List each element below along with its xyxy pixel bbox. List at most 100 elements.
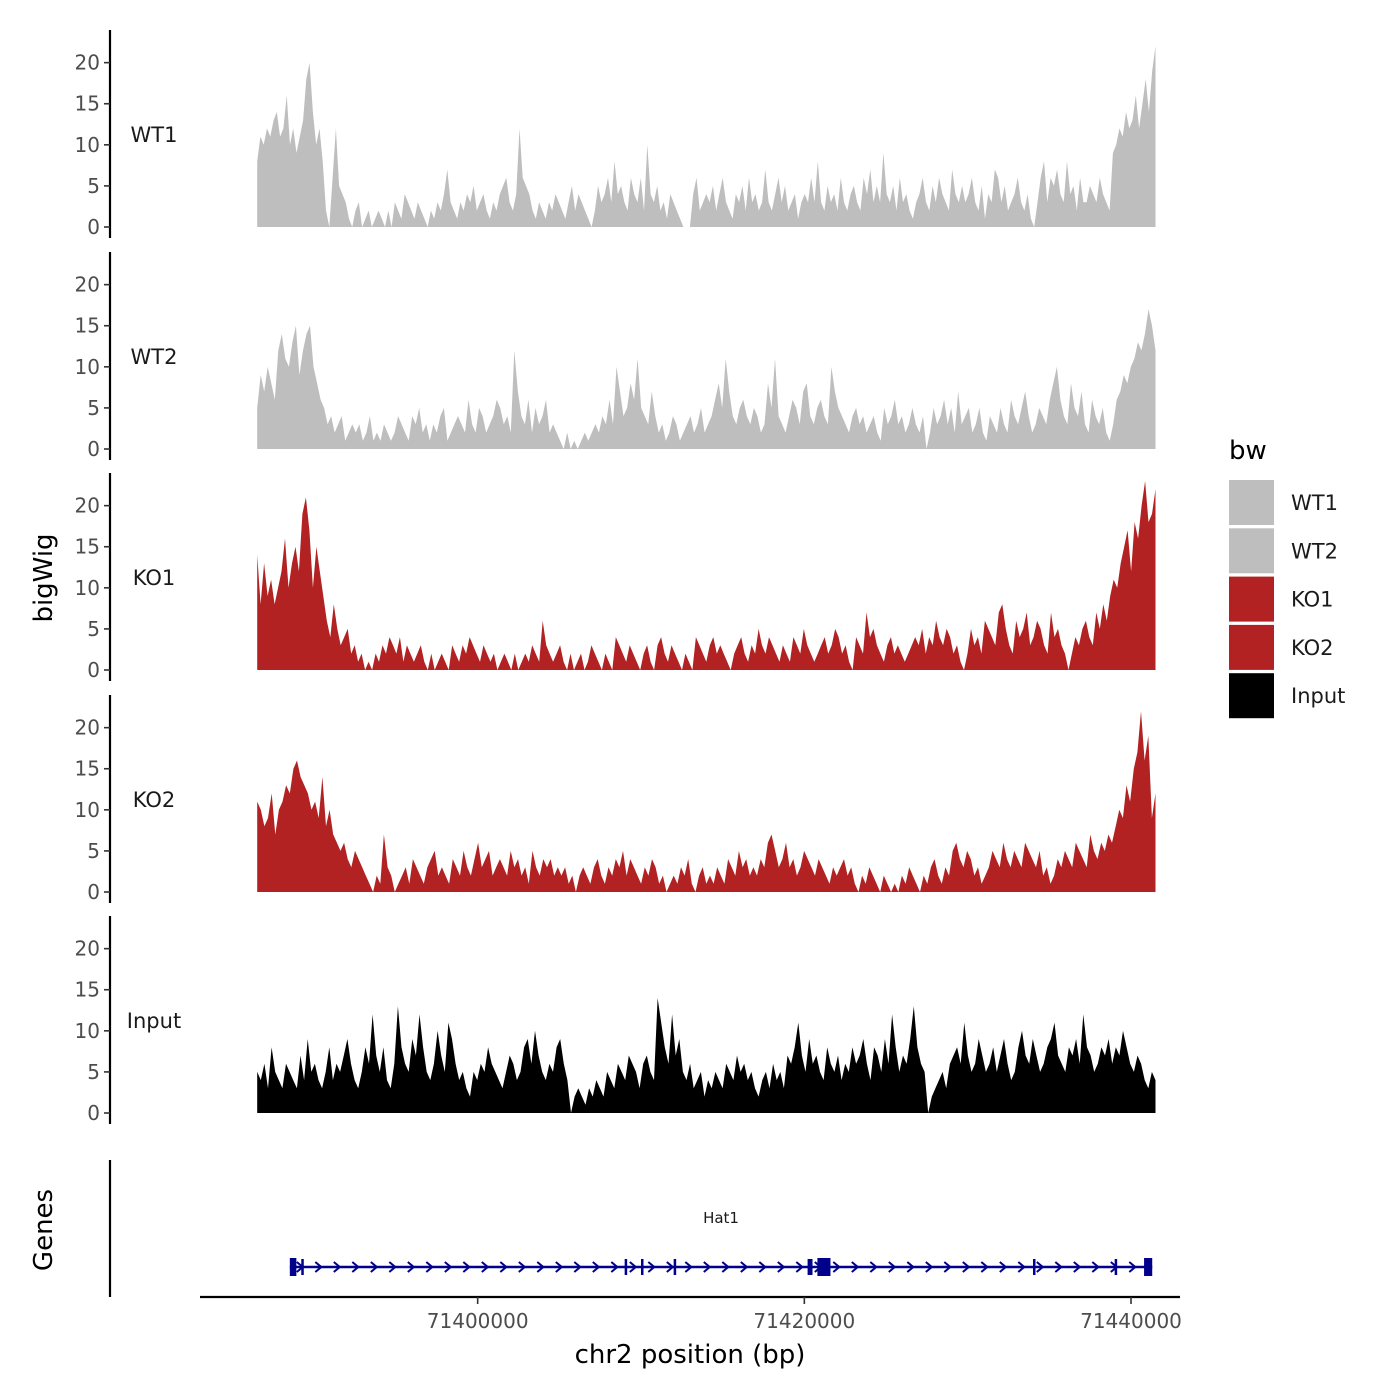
- legend-swatch: [1229, 528, 1274, 574]
- y-tick-label: 20: [75, 51, 100, 75]
- y-tick-label: 0: [87, 1101, 100, 1125]
- strand-arrow: [777, 1261, 786, 1273]
- x-axis-title: chr2 position (bp): [575, 1340, 806, 1370]
- strand-arrow: [999, 1261, 1008, 1273]
- strand-arrow: [1036, 1261, 1045, 1273]
- legend-item-KO2: KO2: [1229, 624, 1334, 670]
- x-tick-label: 71420000: [753, 1309, 855, 1333]
- y-tick-label: 10: [75, 133, 100, 157]
- area-KO2: [257, 711, 1156, 892]
- y-tick-label: 20: [75, 937, 100, 961]
- strand-arrow: [832, 1261, 841, 1273]
- y-tick-label: 0: [87, 437, 100, 461]
- y-tick-label: 10: [75, 1019, 100, 1043]
- gene-label: Hat1: [703, 1209, 739, 1227]
- exon: [1033, 1259, 1036, 1275]
- y-tick-label: 0: [87, 215, 100, 239]
- legend-item-WT1: WT1: [1229, 480, 1338, 525]
- strand-arrow: [481, 1261, 490, 1273]
- strand-arrow: [962, 1261, 971, 1273]
- area-KO1: [257, 481, 1156, 670]
- y-tick-label: 0: [87, 658, 100, 682]
- strand-arrow: [740, 1261, 749, 1273]
- exon: [301, 1259, 304, 1275]
- strand-arrow: [407, 1261, 416, 1273]
- y-axis-title: bigWig: [29, 533, 59, 622]
- y-tick-label: 15: [75, 978, 100, 1002]
- legend-item-WT2: WT2: [1229, 528, 1338, 574]
- strand-arrow: [1017, 1261, 1026, 1273]
- y-tick-label: 20: [75, 716, 100, 740]
- y-tick-label: 5: [87, 1060, 100, 1084]
- exon: [289, 1258, 297, 1276]
- legend-label: WT2: [1291, 539, 1338, 563]
- genes-panel: Hat1: [108, 1160, 1153, 1297]
- strand-arrow: [1128, 1261, 1137, 1273]
- gene-Hat1: Hat1: [289, 1209, 1153, 1276]
- strand-arrow: [758, 1261, 767, 1273]
- strand-arrow: [1054, 1261, 1063, 1273]
- strand-arrow: [795, 1261, 804, 1273]
- area-Input: [257, 998, 1156, 1113]
- strand-arrow: [721, 1261, 730, 1273]
- y-tick-label: 5: [87, 174, 100, 198]
- track-KO1: 0 5 10 15 20 KO1: [75, 473, 1156, 682]
- strand-arrow: [943, 1261, 952, 1273]
- legend-swatch: [1229, 624, 1274, 670]
- strand-arrow: [555, 1261, 564, 1273]
- area-WT2: [257, 309, 1156, 449]
- strand-arrow: [444, 1261, 453, 1273]
- y-tick-label: 10: [75, 355, 100, 379]
- track-Input: 0 5 10 15 20 Input: [75, 916, 1156, 1125]
- track-label: WT2: [131, 345, 178, 369]
- strand-arrow: [888, 1261, 897, 1273]
- y-tick-label: 15: [75, 314, 100, 338]
- exon: [807, 1259, 813, 1275]
- track-KO2: 0 5 10 15 20 KO2: [75, 695, 1156, 904]
- legend: bw WT1 WT2 KO1 KO2 Input: [1229, 436, 1345, 719]
- y-tick-label: 10: [75, 576, 100, 600]
- strand-arrow: [906, 1261, 915, 1273]
- strand-arrow: [536, 1261, 545, 1273]
- strand-arrow: [425, 1261, 434, 1273]
- exon: [673, 1259, 677, 1275]
- tracks-area: 0 5 10 15 20 WT1 0 5 10 15 20 WT2 0 5 10 15 20 KO1 0 5 10 15 2…: [75, 30, 1156, 1125]
- y-tick-label: 5: [87, 617, 100, 641]
- strand-arrow: [925, 1261, 934, 1273]
- strand-arrow: [666, 1261, 675, 1273]
- strand-arrow: [980, 1261, 989, 1273]
- legend-label: Input: [1291, 684, 1345, 708]
- legend-label: WT1: [1291, 491, 1338, 515]
- y-tick-label: 10: [75, 798, 100, 822]
- exon: [641, 1259, 644, 1275]
- y-tick-label: 5: [87, 396, 100, 420]
- exon: [624, 1259, 628, 1275]
- strand-arrow: [314, 1261, 323, 1273]
- area-WT1: [257, 46, 1156, 228]
- track-label: KO2: [133, 788, 176, 812]
- strand-arrow: [851, 1261, 860, 1273]
- x-tick-label: 71400000: [427, 1309, 529, 1333]
- strand-arrow: [462, 1261, 471, 1273]
- strand-arrow: [1073, 1261, 1082, 1273]
- legend-label: KO2: [1291, 636, 1334, 660]
- legend-swatch: [1229, 576, 1274, 622]
- strand-arrow: [333, 1261, 342, 1273]
- track-WT2: 0 5 10 15 20 WT2: [75, 252, 1156, 461]
- legend-title: bw: [1229, 436, 1267, 466]
- x-tick-label: 71440000: [1080, 1309, 1182, 1333]
- strand-arrow: [610, 1261, 619, 1273]
- legend-label: KO1: [1291, 588, 1334, 612]
- strand-arrow: [647, 1261, 656, 1273]
- legend-item-KO1: KO1: [1229, 576, 1334, 622]
- y-tick-label: 15: [75, 535, 100, 559]
- legend-swatch: [1229, 480, 1274, 525]
- strand-arrow: [499, 1261, 508, 1273]
- strand-arrow: [1091, 1261, 1100, 1273]
- track-label: Input: [127, 1009, 181, 1033]
- strand-arrow: [370, 1261, 379, 1273]
- legend-item-Input: Input: [1229, 673, 1345, 719]
- y-tick-label: 5: [87, 839, 100, 863]
- strand-arrow: [592, 1261, 601, 1273]
